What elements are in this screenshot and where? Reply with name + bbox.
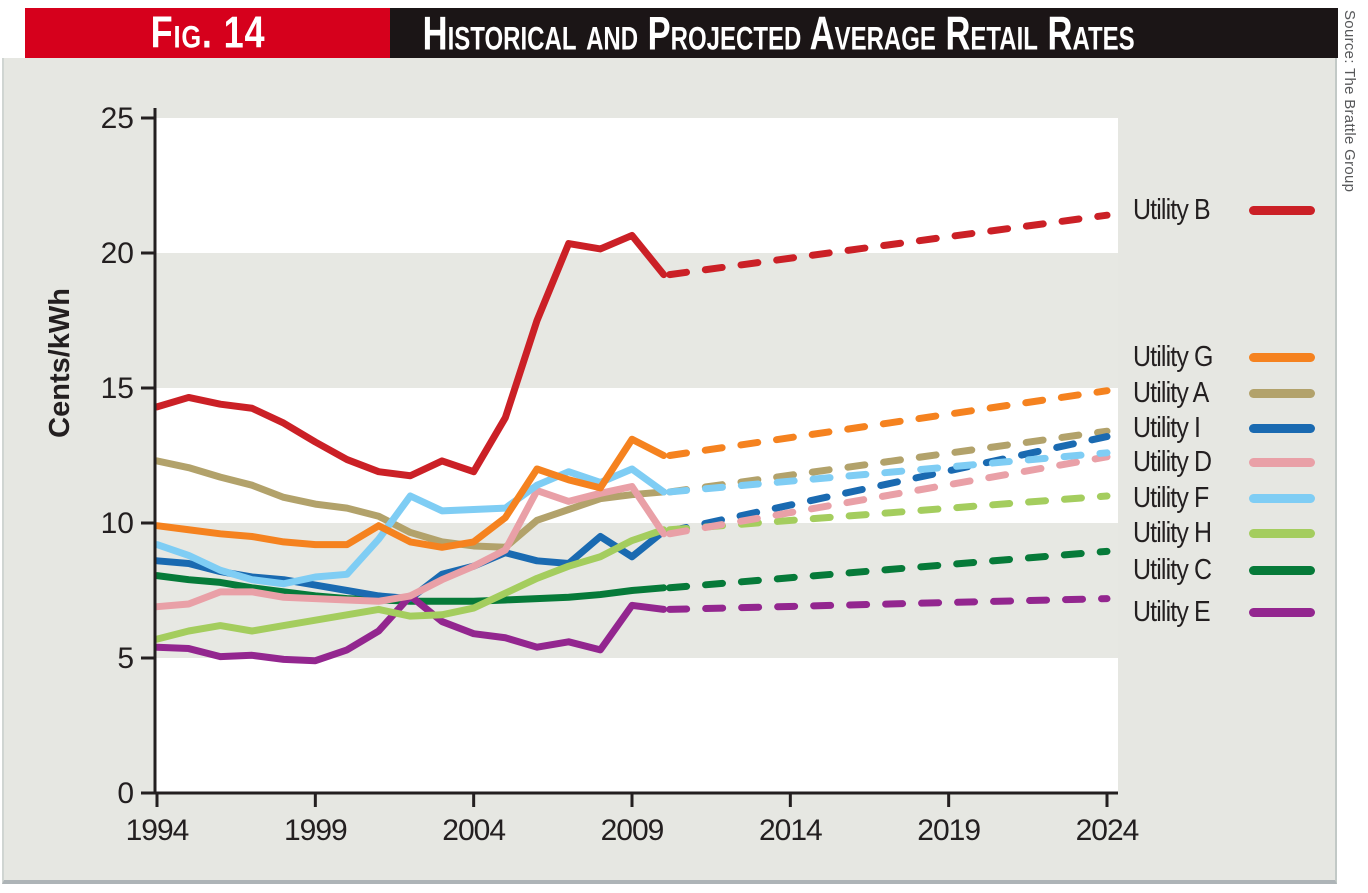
x-tick-label: 2024 xyxy=(1076,814,1139,847)
series-line-utility-d-projected xyxy=(666,453,1111,538)
y-tick-label: 0 xyxy=(117,777,134,810)
title-box: Historical and Projected Average Retail … xyxy=(390,6,1338,60)
y-axis-title: Cents/kWh xyxy=(44,288,76,438)
series-line-utility-e-projected xyxy=(666,595,1111,613)
series-line-utility-g-projected xyxy=(666,387,1111,459)
figure-number-label: Fig. 14 xyxy=(150,7,265,58)
y-tick-label: 5 xyxy=(117,642,134,675)
series-line-utility-f-projected xyxy=(666,449,1111,496)
series-line-utility-i-projected xyxy=(666,433,1111,535)
series-line-utility-b-projected xyxy=(666,211,1111,279)
x-tick-label: 1999 xyxy=(284,814,347,847)
y-tick-label: 15 xyxy=(101,372,134,405)
figure-number-box: Fig. 14 xyxy=(25,8,390,58)
plot-area xyxy=(155,118,1118,793)
series-line-utility-d-historical xyxy=(153,483,668,611)
source-credit: Source: The Brattle Group xyxy=(1341,10,1358,193)
y-tick-label: 10 xyxy=(101,507,134,540)
x-tick-label: 2004 xyxy=(442,814,505,847)
series-line-utility-a-historical xyxy=(153,457,668,551)
gray-band-1 xyxy=(155,253,1118,388)
series-line-utility-f-historical xyxy=(153,465,668,588)
series-line-utility-a-projected xyxy=(666,427,1111,496)
y-tick-label: 20 xyxy=(101,237,134,270)
x-tick-label: 2019 xyxy=(917,814,980,847)
page-title: Historical and Projected Average Retail … xyxy=(422,6,1136,60)
y-tick-label: 25 xyxy=(101,102,134,135)
title-bar: Fig. 14 Historical and Projected Average… xyxy=(0,6,1368,60)
series-line-utility-b-historical xyxy=(153,231,668,480)
series-line-utility-c-projected xyxy=(666,547,1111,592)
x-tick-label: 2014 xyxy=(759,814,822,847)
x-tick-label: 2009 xyxy=(601,814,664,847)
series-line-utility-h-historical xyxy=(153,526,668,643)
series-line-utility-g-historical xyxy=(153,435,668,551)
x-tick-label: 1994 xyxy=(126,814,189,847)
